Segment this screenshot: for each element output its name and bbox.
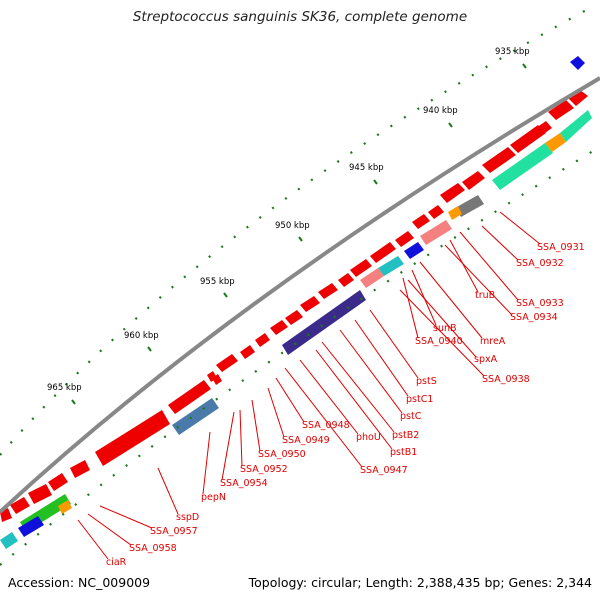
gene-label: SSA_0931	[537, 242, 585, 253]
reverse-strand-genes	[0, 110, 592, 549]
tick-label-950: 950 kbp	[275, 221, 310, 231]
gene-label: SSA_0952	[240, 464, 288, 475]
accession-text: Accession: NC_009009	[8, 575, 151, 590]
gene-label: pstC1	[406, 394, 433, 405]
gene-label: sunB	[433, 323, 457, 334]
tick-label-960: 960 kbp	[124, 331, 159, 341]
gene-label: pstC	[400, 411, 422, 422]
genome-summary-text: Topology: circular; Length: 2,388,435 bp…	[248, 575, 592, 590]
gene-label: mreA	[480, 336, 506, 347]
gene-label: pstB2	[392, 430, 419, 441]
gene-label: SSA_0934	[510, 312, 558, 323]
label-connectors	[77, 211, 541, 560]
outer-dotted-ring	[0, 7, 591, 456]
major-ticks	[71, 63, 527, 405]
gene-label: ciaR	[106, 557, 127, 568]
gene-upper-blue	[570, 56, 585, 70]
gene-label: spxA	[474, 354, 498, 365]
gene-label: pstB1	[390, 447, 417, 458]
gene-label: sspD	[176, 512, 199, 523]
backbone	[0, 76, 600, 514]
gene-label: SSA_0958	[129, 543, 177, 554]
gene-label: phoU	[356, 432, 381, 443]
tick-label-940: 940 kbp	[423, 106, 458, 116]
gene-label: SSA_0938	[482, 374, 530, 385]
gene-label: SSA_0949	[282, 435, 330, 446]
gene-label: SSA_0954	[220, 478, 268, 489]
gene-label: SSA_0932	[516, 258, 564, 269]
gene-label: SSA_0950	[258, 449, 306, 460]
map-title: Streptococcus sanguinis SK36, complete g…	[132, 9, 468, 25]
gene-label: pstS	[416, 376, 437, 387]
gene-label: truB	[475, 290, 495, 301]
tick-label-945: 945 kbp	[349, 163, 384, 173]
gene-label: SSA_0948	[302, 420, 350, 431]
gene-label: pepN	[201, 492, 226, 503]
inner-dotted-ring	[0, 147, 599, 566]
tick-label-935: 935 kbp	[495, 47, 530, 57]
tick-label-965: 965 kbp	[47, 383, 82, 393]
tick-label-955: 955 kbp	[200, 277, 235, 287]
gene-label: SSA_0933	[516, 298, 564, 309]
gene-label: SSA_0940	[415, 336, 463, 347]
forward-strand-genes	[0, 90, 588, 522]
gene-label: SSA_0947	[360, 465, 408, 476]
gene-label: SSA_0957	[150, 526, 198, 537]
